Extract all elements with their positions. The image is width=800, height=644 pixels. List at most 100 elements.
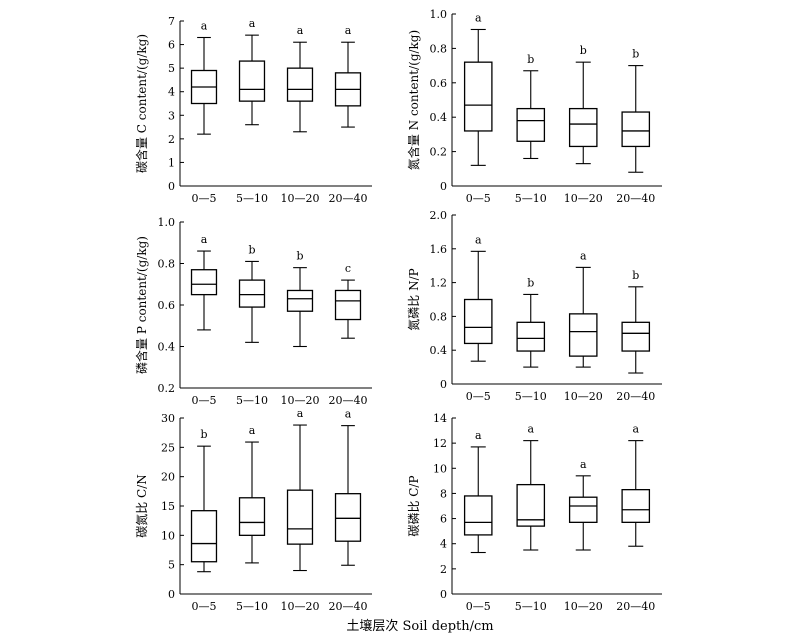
significance-letter: c (345, 262, 351, 275)
significance-letter: b (580, 44, 587, 57)
chart-panel-2: 0 0.2 0.4 0.6 0.8 1.0 氮含量 N content/(g/kg) a 0—5… (406, 8, 662, 205)
iqr-box (238, 279, 266, 308)
x-tick-label: 5—10 (515, 390, 547, 403)
y-tick-label: 6 (168, 39, 175, 52)
y-tick-label: 1.6 (430, 243, 448, 256)
significance-letter: a (345, 24, 352, 37)
significance-letter: a (632, 423, 639, 436)
x-tick-label: 0—5 (466, 600, 491, 613)
significance-letter: a (249, 17, 256, 30)
y-tick-label: 1.2 (430, 277, 448, 290)
iqr-box (463, 495, 493, 536)
y-axis-label: 碳氮比 C/N (134, 474, 149, 538)
chart-panel-1: 0 1 2 3 4 5 6 7 碳含量 C content/(g/kg) a 0—5 a 5—10 a 10… (134, 15, 372, 205)
box-1: a (463, 429, 493, 554)
x-tick-label: 10—20 (564, 390, 603, 403)
y-axis-label: 碳磷比 C/P (406, 475, 421, 536)
iqr-box (568, 107, 598, 148)
y-axis-label: 氮磷比 N/P (406, 268, 421, 330)
y-tick-label: 0.8 (430, 42, 448, 55)
iqr-box (516, 321, 546, 352)
x-tick-label: 0—5 (192, 394, 217, 407)
y-tick-label: 0.2 (430, 146, 448, 159)
box-3: a (286, 24, 314, 133)
significance-letter: b (632, 48, 639, 61)
y-axis-label: 磷含量 P content/(g/kg) (134, 236, 149, 374)
y-tick-label: 0 (440, 180, 447, 193)
box-2: a (516, 423, 546, 551)
x-tick-label: 0—5 (192, 600, 217, 613)
x-tick-label: 0—5 (466, 390, 491, 403)
iqr-box (334, 493, 362, 542)
box-3: a (568, 458, 598, 551)
iqr-box (516, 107, 546, 142)
iqr-box (568, 313, 598, 357)
iqr-box (286, 67, 314, 102)
box-2: b (516, 276, 546, 368)
significance-letter: a (201, 20, 208, 33)
y-tick-label: 0 (440, 588, 447, 601)
y-tick-label: 4 (168, 86, 175, 99)
box-1: b (190, 428, 218, 573)
y-tick-label: 0 (168, 180, 175, 193)
y-tick-label: 30 (161, 412, 175, 425)
x-tick-label: 20—40 (616, 192, 655, 205)
significance-letter: a (201, 233, 208, 246)
chart-panel-6: 0 2 4 6 8 10 12 14 碳磷比 C/P a 0—5 a 5—10 a 10—20 a 20—40 (406, 412, 662, 613)
x-tick-label: 5—10 (515, 192, 547, 205)
y-tick-label: 1.0 (158, 216, 176, 229)
x-tick-label: 20—40 (329, 600, 368, 613)
y-tick-label: 10 (161, 529, 175, 542)
iqr-box (286, 289, 314, 312)
box-2: a (238, 17, 266, 126)
iqr-box (238, 497, 266, 536)
y-tick-label: 20 (161, 471, 175, 484)
significance-letter: a (580, 458, 587, 471)
chart-panel-4: 0 0.4 0.8 1.2 1.6 2.0 氮磷比 N/P a 0—5 b 5—10 a 10—20 b 2… (406, 209, 662, 403)
iqr-box (190, 510, 218, 563)
significance-letter: a (580, 249, 587, 262)
y-tick-label: 0 (440, 378, 447, 391)
x-tick-label: 10—20 (281, 192, 320, 205)
significance-letter: b (527, 276, 534, 289)
y-axis-label: 氮含量 N content/(g/kg) (406, 30, 421, 170)
box-4: c (334, 262, 362, 339)
y-tick-label: 2.0 (430, 209, 448, 222)
iqr-box (568, 496, 598, 523)
box-2: b (238, 243, 266, 343)
iqr-box (621, 111, 651, 148)
x-tick-label: 20—40 (616, 390, 655, 403)
box-1: a (463, 11, 493, 166)
y-tick-label: 0.4 (158, 341, 176, 354)
box-3: b (568, 44, 598, 165)
box-4: a (621, 423, 651, 547)
y-tick-label: 4 (440, 538, 447, 551)
y-tick-label: 2 (168, 133, 175, 146)
x-tick-label: 5—10 (236, 394, 268, 407)
iqr-box (334, 289, 362, 321)
iqr-box (621, 489, 651, 523)
y-tick-label: 12 (433, 437, 447, 450)
box-3: a (286, 407, 314, 572)
significance-letter: a (475, 429, 482, 442)
box-4: a (334, 24, 362, 128)
x-tick-label: 20—40 (329, 192, 368, 205)
y-tick-label: 0.6 (158, 299, 176, 312)
box-2: a (238, 424, 266, 564)
chart-panel-5: 0 5 10 15 20 25 30 碳氮比 C/N b 0—5 a 5—10 a 10—20 a 20—40 (134, 407, 372, 613)
y-tick-label: 15 (161, 500, 175, 513)
significance-letter: b (248, 243, 255, 256)
y-tick-label: 6 (440, 513, 447, 526)
iqr-box (190, 269, 218, 296)
significance-letter: b (527, 53, 534, 66)
x-tick-label: 5—10 (236, 600, 268, 613)
x-tick-label: 0—5 (192, 192, 217, 205)
x-tick-label: 10—20 (564, 600, 603, 613)
y-tick-label: 5 (168, 62, 175, 75)
y-axis-label: 碳含量 C content/(g/kg) (134, 34, 149, 173)
significance-letter: b (296, 250, 303, 263)
chart-panel-3: 0.2 0.4 0.6 0.8 1.0 磷含量 P content/(g/kg) a 0—5 b… (134, 216, 372, 407)
significance-letter: a (345, 408, 352, 421)
iqr-box (621, 321, 651, 352)
iqr-box (286, 489, 314, 545)
